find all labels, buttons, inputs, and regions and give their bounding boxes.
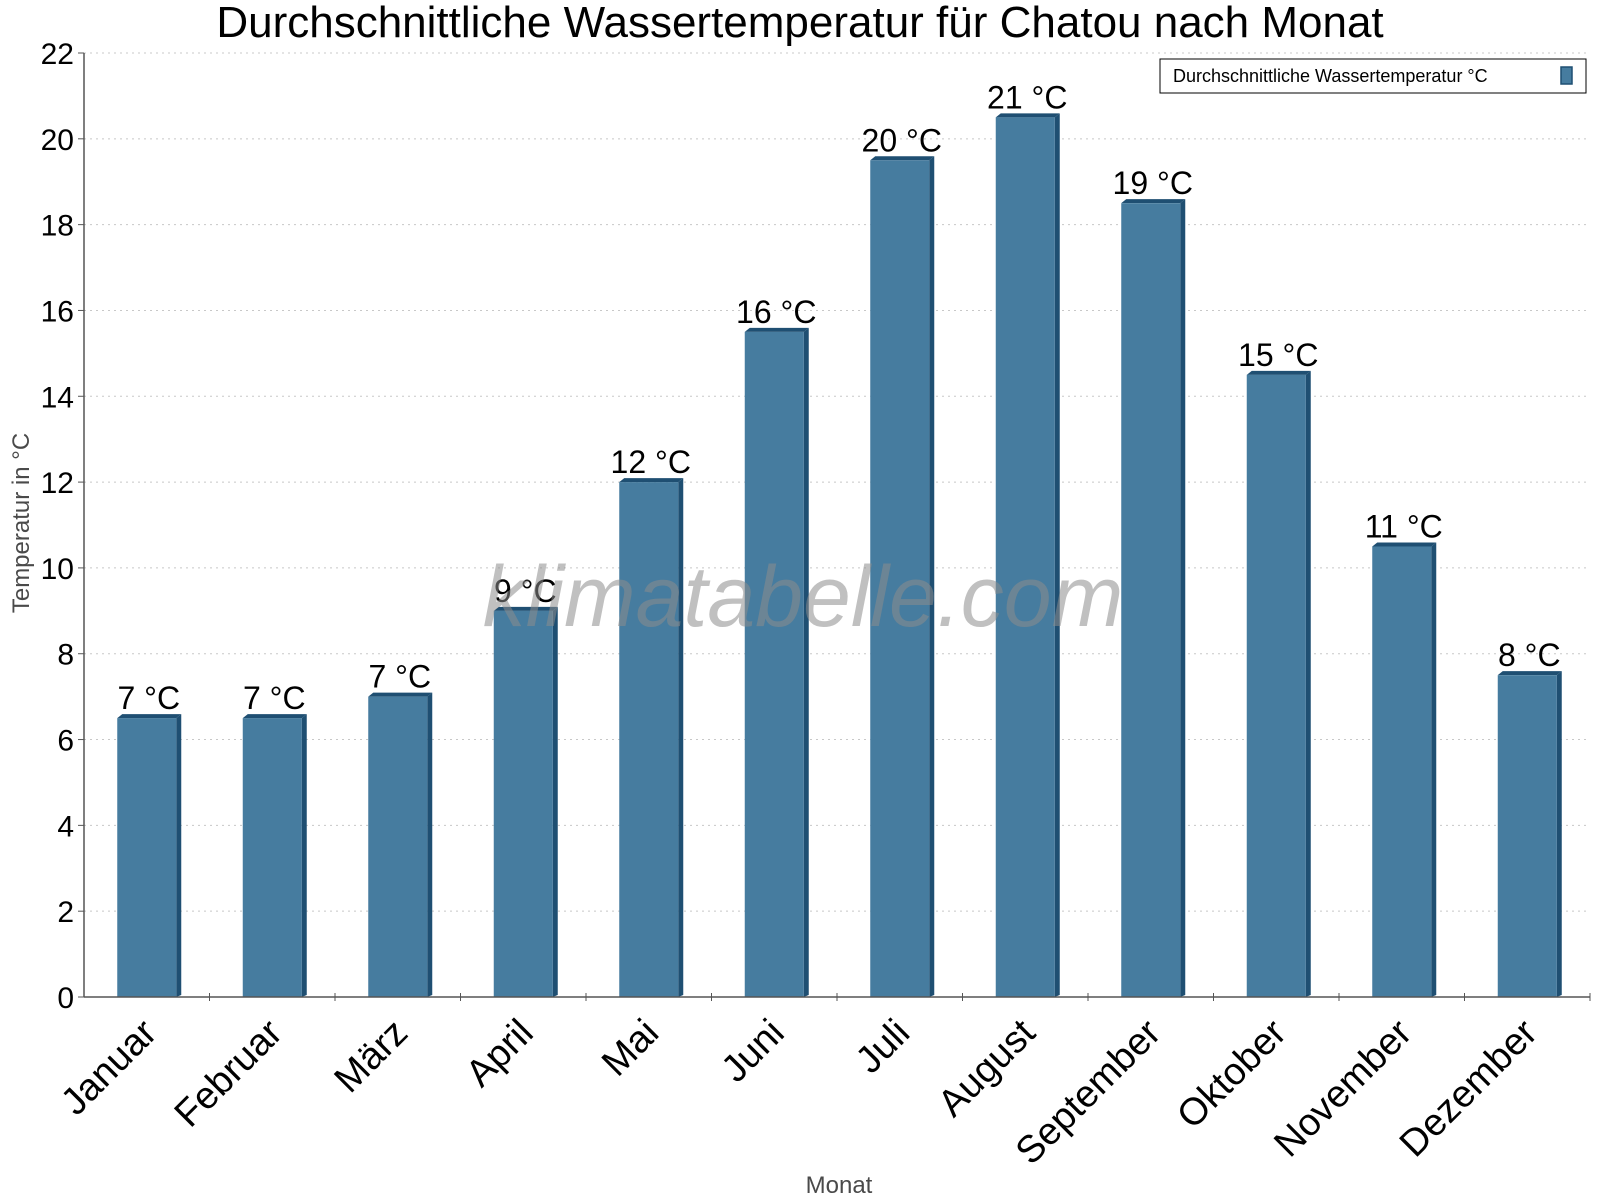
bar-top: [242, 714, 307, 719]
y-tick-label: 18: [41, 210, 74, 243]
bar-value-label: 20 °C: [862, 122, 942, 158]
y-tick-label: 22: [41, 38, 74, 71]
bar-top: [1246, 370, 1311, 375]
bar-value-label: 12 °C: [611, 444, 691, 480]
bar-side: [552, 606, 558, 997]
y-tick-label: 2: [57, 896, 74, 929]
bars: 7 °C 7 °C 7 °C 9 °C 12 °C 16 °C 20 °C 21 °C 19 °…: [117, 79, 1562, 998]
legend-label: Durchschnittliche Wassertemperatur °C: [1173, 66, 1488, 86]
bar: [1246, 374, 1306, 997]
x-tick-label: Juli: [848, 1012, 918, 1082]
bar-value-label: 7 °C: [368, 659, 431, 695]
bar-top: [870, 156, 935, 161]
x-tick-label: April: [458, 1012, 541, 1095]
bar-side: [427, 692, 433, 997]
bar: [744, 331, 804, 998]
bar-value-label: 15 °C: [1238, 337, 1318, 373]
x-axis-title: Monat: [806, 1172, 873, 1199]
bar: [619, 482, 679, 997]
bar: [117, 718, 177, 997]
chart-title: Durchschnittliche Wassertemperatur für C…: [216, 0, 1383, 47]
bar: [1372, 546, 1432, 997]
bar: [368, 696, 428, 997]
bar-value-label: 11 °C: [1365, 508, 1443, 544]
bar: [493, 610, 553, 997]
x-tick-label: August: [930, 1011, 1044, 1125]
y-tick-label: 10: [41, 553, 74, 586]
y-tick-label: 12: [41, 467, 74, 500]
y-tick-label: 16: [41, 295, 74, 328]
bar-side: [301, 714, 307, 997]
x-tick-label: Juni: [714, 1012, 793, 1091]
bar-side: [1556, 671, 1562, 997]
bar-top: [1497, 671, 1562, 676]
bar-value-label: 8 °C: [1498, 637, 1561, 673]
x-tick-label: Mai: [594, 1012, 667, 1085]
bar-value-label: 9 °C: [494, 573, 557, 609]
bar-top: [619, 478, 684, 483]
y-tick-label: 20: [41, 124, 74, 157]
x-tick-label: Januar: [53, 1011, 165, 1123]
bar-side: [1431, 542, 1437, 997]
legend: Durchschnittliche Wassertemperatur °C: [1159, 58, 1587, 94]
bar: [870, 160, 930, 998]
bar-side: [176, 714, 182, 997]
gridlines: [84, 52, 1590, 912]
y-tick-label: 6: [57, 725, 74, 758]
y-tick-label: 4: [57, 810, 74, 843]
x-axis-labels: Januar Februar März April Mai Juni Juli AugustS…: [53, 1011, 1546, 1172]
bar-top: [1121, 199, 1186, 204]
bar-value-label: 21 °C: [987, 79, 1067, 115]
bar-side: [803, 327, 809, 998]
bar: [242, 718, 302, 997]
legend-box: [1159, 58, 1587, 94]
bar-value-label: 16 °C: [736, 294, 816, 330]
bar-value-label: 7 °C: [117, 680, 180, 716]
x-tick-label: Dezember: [1392, 1011, 1546, 1165]
bar-top: [368, 692, 433, 697]
bar-top: [493, 606, 558, 611]
axes: [83, 53, 1591, 1001]
bar: [1121, 203, 1181, 997]
watermark: klimatabelle.com: [483, 549, 1123, 645]
x-tick-label: Oktober: [1169, 1011, 1295, 1137]
bar-top: [744, 327, 809, 332]
bar-side: [929, 156, 935, 998]
legend-swatch: [1560, 66, 1573, 85]
x-tick-label: Februar: [167, 1011, 291, 1135]
x-tick-label: März: [327, 1012, 416, 1101]
bar-side: [678, 478, 684, 997]
y-axis-ticks: 0 2 4 6 8 10 12 14 16 18 20 22: [41, 38, 84, 1015]
bar-value-label: 7 °C: [243, 680, 306, 716]
bar-side: [1180, 199, 1186, 997]
y-tick-label: 0: [57, 982, 74, 1015]
bar: [1497, 675, 1557, 997]
bar: [995, 117, 1055, 997]
y-axis-title: Temperatur in °C: [8, 433, 35, 613]
bar-side: [1054, 113, 1060, 997]
bar-top: [1372, 542, 1437, 547]
y-tick-label: 8: [57, 639, 74, 672]
bar-top: [117, 714, 182, 719]
y-tick-label: 14: [41, 381, 74, 414]
bar-value-label: 19 °C: [1113, 165, 1193, 201]
bar-top: [995, 113, 1060, 118]
bar-side: [1305, 370, 1311, 997]
